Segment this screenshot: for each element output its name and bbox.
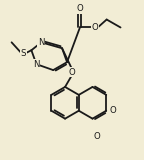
Text: S: S (21, 49, 26, 58)
Text: N: N (38, 38, 44, 47)
Text: O: O (69, 68, 75, 77)
Text: N: N (33, 60, 40, 69)
Text: O: O (91, 23, 98, 32)
Text: O: O (77, 4, 83, 13)
Text: O: O (109, 106, 116, 115)
Text: O: O (93, 132, 100, 140)
